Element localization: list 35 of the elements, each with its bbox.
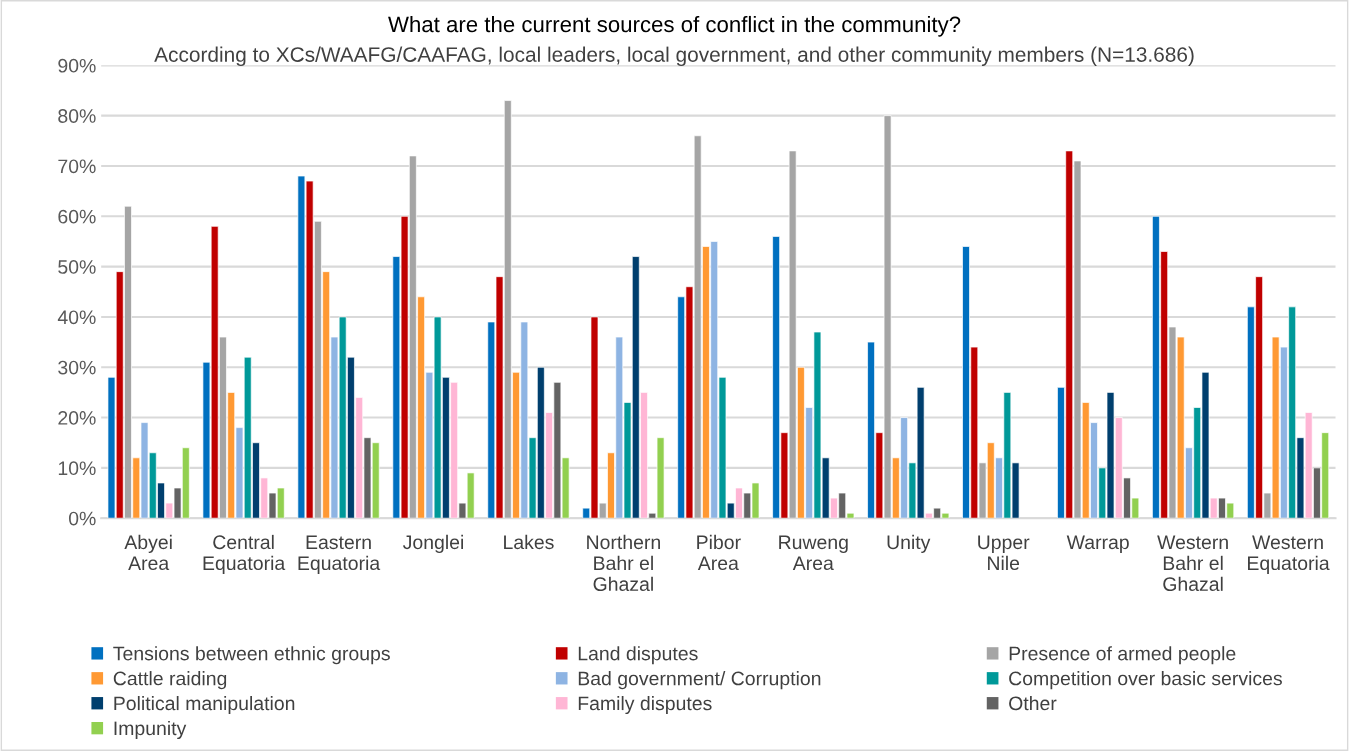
x-tick-label: Pibor Area <box>697 534 741 571</box>
x-tick-label: Unity <box>887 534 931 553</box>
x-tick-label: Eastern Equatoria <box>298 535 381 574</box>
x-tick-label: Abyei Area <box>124 534 172 571</box>
y-tick-label: 90% <box>58 58 96 73</box>
legend-label: Land disputes <box>578 646 698 665</box>
x-tick-label: Ruweng Area <box>779 535 848 571</box>
legend-label: Bad government/ Corruption <box>578 671 821 690</box>
y-tick-label: 40% <box>57 310 96 325</box>
legend-label: Impunity <box>114 720 187 740</box>
y-tick-label: 60% <box>58 209 96 224</box>
x-tick-label: Western Equatoria <box>1248 535 1330 574</box>
y-tick-label: 80% <box>58 109 96 123</box>
legend-label: Other <box>1009 695 1057 711</box>
y-tick-label: 20% <box>58 411 96 425</box>
x-tick-label: Warrap <box>1066 535 1129 553</box>
legend-label: Presence of armed people <box>1009 646 1236 665</box>
legend-label: Political manipulation <box>114 695 295 715</box>
chart-title: What are the current sources of conflict in the community? <box>388 15 961 37</box>
legend-label: Competition over basic services <box>1009 671 1282 690</box>
legend-label: Cattle raiding <box>113 671 227 690</box>
y-tick-label: 50% <box>58 260 96 274</box>
x-tick-label: Northern Bahr el Ghazal <box>587 534 660 592</box>
x-tick-label: Upper Nile <box>978 535 1030 571</box>
y-tick-label: 30% <box>58 360 96 375</box>
legend-label: Tensions between ethnic groups <box>113 646 390 665</box>
y-tick-label: 0% <box>68 511 96 526</box>
x-tick-label: Lakes <box>504 534 554 550</box>
y-tick-label: 10% <box>58 461 96 476</box>
x-tick-label: Western Bahr el Ghazal <box>1157 535 1228 592</box>
legend-label: Family disputes <box>578 695 712 715</box>
y-tick-label: 70% <box>58 159 96 174</box>
x-tick-label: Jonglei <box>402 534 463 553</box>
x-tick-label: Central Equatoria <box>203 534 286 574</box>
chart-subtitle: According to XCs/WAAFG/CAAFAG, local leaders, local government, and other community members (N=13.686) <box>154 46 1194 67</box>
